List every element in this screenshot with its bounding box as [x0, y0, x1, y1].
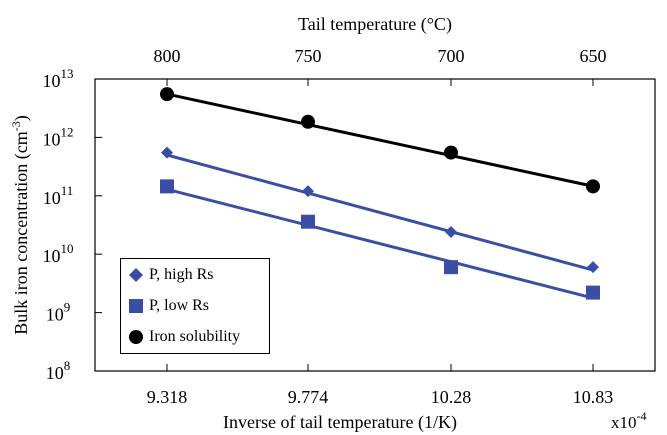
x-axis-multiplier: x10-4: [611, 409, 647, 432]
legend-label-solubility: Iron solubility: [149, 328, 241, 345]
square-marker-icon: [127, 297, 145, 315]
data-point-square: [160, 179, 174, 194]
data-point-diamond: [587, 261, 599, 274]
x-tick-label: 9.318: [147, 387, 188, 407]
x-axis-title: Inverse of tail temperature (1/K): [223, 412, 457, 433]
trend-line-circle: [166, 92, 594, 188]
y-tick-label: 108: [46, 358, 71, 383]
y-title-close: ): [11, 115, 32, 121]
y-tick-label: 1010: [43, 241, 74, 266]
x-tick-label: 10.83: [573, 387, 614, 407]
data-point-circle: [301, 114, 315, 129]
data-point-circle: [586, 179, 600, 194]
data-point-diamond: [161, 146, 173, 159]
legend-item-high-rs: P, high Rs: [127, 264, 213, 286]
y-tick-label: 1013: [43, 66, 74, 91]
y-tick-label: 1011: [43, 183, 74, 208]
data-point-diamond: [445, 225, 457, 238]
top-tick-label: 700: [438, 46, 465, 66]
y-tick-label: 1012: [43, 124, 74, 149]
data-point-diamond: [302, 185, 314, 198]
legend-label-high-rs: P, high Rs: [149, 266, 214, 283]
top-tick-label: 650: [580, 46, 607, 66]
data-point-circle: [160, 87, 174, 102]
legend-label-low-rs: P, low Rs: [149, 297, 210, 314]
top-tick-label: 800: [154, 46, 181, 66]
legend-item-low-rs: P, low Rs: [127, 295, 209, 317]
trend-line-diamond: [166, 153, 594, 272]
x-tick-label: 9.774: [288, 387, 329, 407]
data-point-square: [586, 285, 600, 300]
top-tick-label: 750: [295, 46, 322, 66]
plot-frame: [94, 78, 656, 372]
y-title-exp: -3: [9, 121, 23, 131]
top-axis-title: Tail temperature (°C): [298, 14, 452, 35]
y-axis-title: Bulk iron concentration (cm-3): [9, 115, 32, 334]
data-point-square: [301, 214, 315, 229]
legend: P, high Rs P, low Rs Iron solubility: [120, 258, 270, 354]
y-title-main: Bulk iron concentration (cm: [11, 131, 32, 334]
x-tick-label: 10.28: [431, 387, 472, 407]
x-multiplier-base: x10: [611, 413, 637, 432]
y-tick-label: 109: [46, 300, 71, 325]
data-point-square: [444, 260, 458, 275]
x-multiplier-exp: -4: [637, 409, 647, 423]
diamond-marker-icon: [127, 266, 145, 284]
circle-marker-icon: [127, 328, 145, 346]
data-point-circle: [444, 145, 458, 160]
legend-item-solubility: Iron solubility: [127, 326, 240, 348]
trend-line-square: [166, 187, 594, 300]
